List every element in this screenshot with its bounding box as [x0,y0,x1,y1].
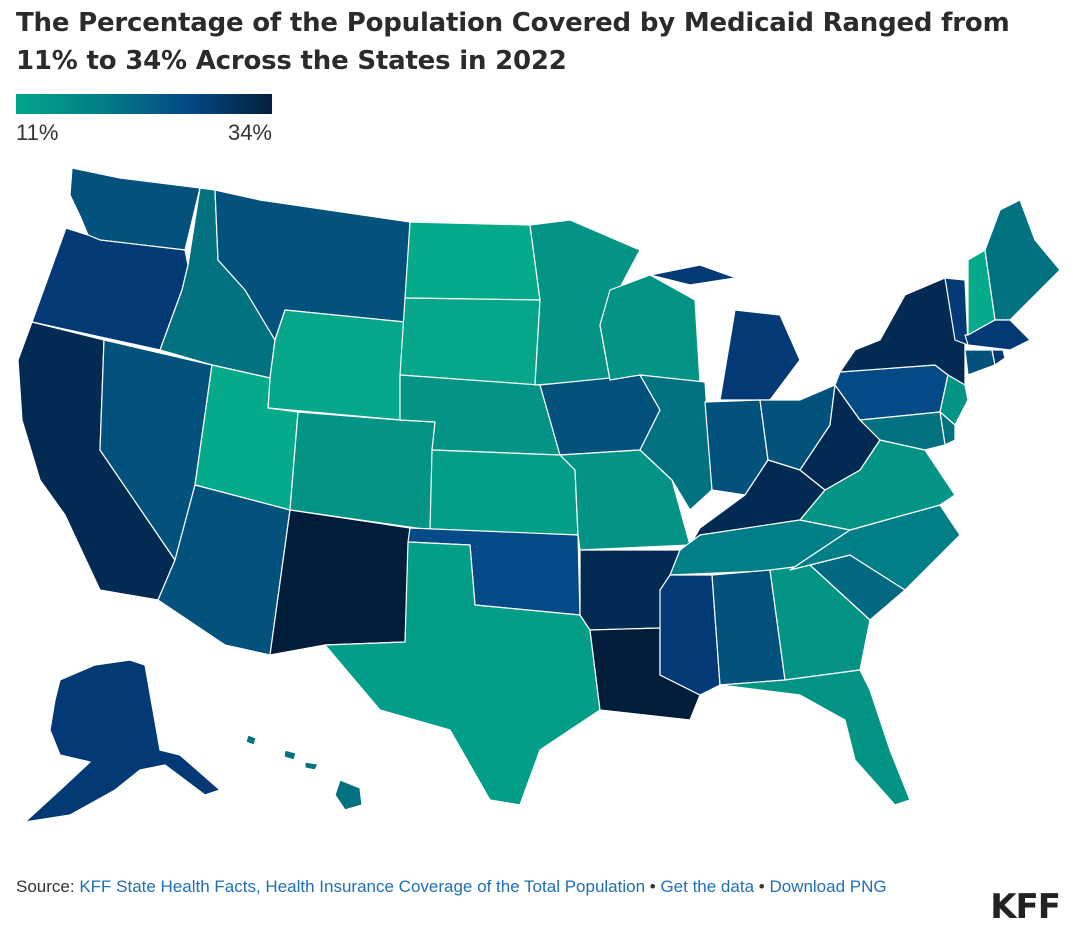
source-link[interactable]: KFF State Health Facts, Health Insurance… [79,877,646,896]
state-nj[interactable] [939,374,969,426]
legend-gradient-bar [16,94,272,114]
state-nm[interactable] [269,509,411,656]
color-legend: 11% 34% [16,94,272,146]
state-co[interactable] [289,411,436,531]
state-wi[interactable] [599,274,701,383]
state-md[interactable] [859,411,946,451]
get-data-link[interactable]: Get the data [660,877,755,896]
legend-max-label: 34% [227,120,272,145]
state-il[interactable] [639,374,713,511]
state-ms[interactable] [659,574,721,696]
state-tx[interactable] [324,541,601,806]
source-separator: • [645,877,661,896]
state-sd[interactable] [399,297,541,386]
download-png-link[interactable]: Download PNG [769,877,887,896]
state-ak[interactable] [24,659,221,823]
state-ma[interactable] [964,319,1031,351]
source-separator: • [754,877,770,896]
state-ks[interactable] [429,449,579,536]
state-hi[interactable] [245,734,363,811]
state-ct[interactable] [964,349,996,376]
us-choropleth-map [17,167,1061,823]
state-ri[interactable] [991,349,1006,366]
chart-title: The Percentage of the Population Covered… [16,8,1010,76]
state-mi[interactable] [649,264,801,401]
state-wy[interactable] [267,309,406,421]
state-me[interactable] [984,199,1061,321]
kff-logo: KFF [990,887,1061,927]
source-prefix: Source: [16,877,80,896]
source-note: Source: KFF State Health Facts, Health I… [16,874,976,899]
state-nd[interactable] [404,221,541,301]
state-ia[interactable] [539,374,661,456]
legend-min-label: 11% [16,120,59,145]
state-fl[interactable] [719,669,911,806]
